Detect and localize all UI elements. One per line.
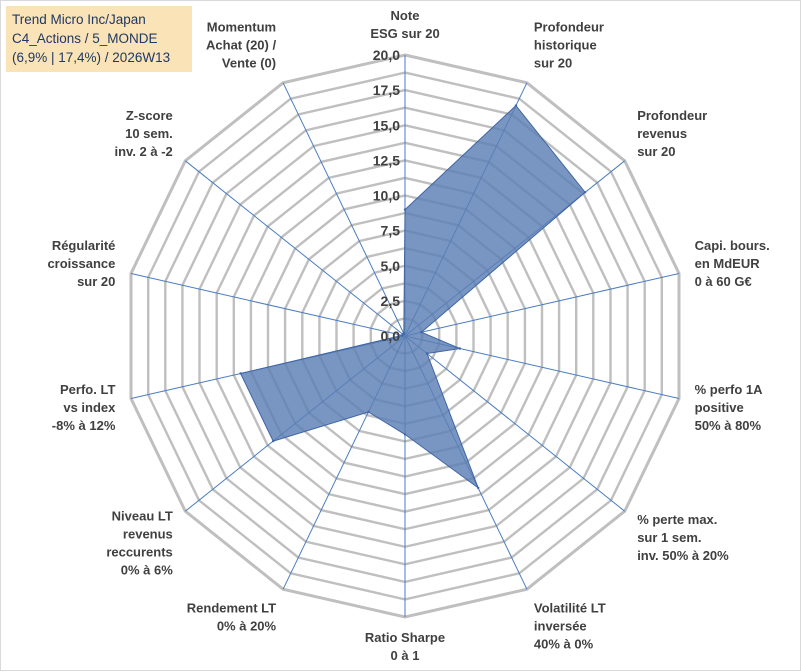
tick-label: 5,0 — [381, 258, 401, 274]
series-layer — [239, 104, 587, 490]
category-label: Volatilité LT inversée 40% à 0% — [534, 601, 606, 652]
title-line-1: Trend Micro Inc/Japan — [12, 12, 146, 27]
category-label-line: Capi. bours. — [695, 238, 770, 253]
category-label-line: Momentum — [207, 19, 276, 34]
data-point — [514, 104, 518, 107]
tick-label: 10,0 — [373, 188, 400, 204]
axis-spoke — [404, 335, 626, 512]
category-label-line: inversée — [534, 619, 587, 634]
category-label-line: 0 à 60 G€ — [695, 274, 752, 289]
data-point — [239, 372, 242, 375]
data-point — [477, 486, 480, 490]
title-line-2: C4_Actions / 5_MONDE — [12, 31, 158, 46]
category-label-line: croissance — [47, 256, 115, 271]
category-label-line: revenus — [123, 527, 173, 542]
category-label-line: Achat (20) / — [206, 37, 276, 52]
category-label: Ratio Sharpe 0 à 1 — [365, 630, 445, 663]
category-label-line: Volatilité LT — [534, 601, 606, 616]
category-label: Capi. bours. en MdEUR 0 à 60 G€ — [695, 238, 770, 289]
data-point — [425, 352, 429, 355]
category-label-line: 0% à 20% — [217, 619, 277, 634]
data-point — [583, 191, 587, 194]
category-label-line: 0 à 1 — [391, 648, 420, 663]
category-label: Profondeur revenus sur 20 — [637, 108, 707, 159]
category-label-line: Ratio Sharpe — [365, 630, 445, 645]
category-label: Profondeur historique sur 20 — [534, 19, 604, 70]
tick-label: 7,5 — [381, 223, 401, 239]
tick-label: 2,5 — [381, 293, 401, 309]
axis-spoke — [404, 273, 680, 337]
category-label-line: sur 20 — [637, 144, 675, 159]
category-label: Niveau LT revenus reccurents 0% à 6% — [106, 509, 173, 578]
category-label-line: Rendement LT — [187, 601, 276, 616]
category-label-line: Perfo. LT — [60, 382, 115, 397]
category-label-line: ESG sur 20 — [370, 26, 439, 41]
category-label: % perfo 1A positive 50% à 80% — [695, 382, 764, 433]
category-label-line: en MdEUR — [695, 256, 761, 271]
category-label-line: vs index — [63, 400, 116, 415]
category-label: Rendement LT 0% à 20% — [187, 601, 277, 634]
category-label-line: revenus — [637, 126, 687, 141]
category-label: Note ESG sur 20 — [370, 8, 439, 41]
category-label-line: Régularité — [52, 238, 116, 253]
category-label-line: Note — [391, 8, 420, 23]
axis-spoke — [184, 160, 406, 337]
category-label-line: sur 20 — [77, 274, 115, 289]
category-label-line: 10 sem. — [125, 126, 173, 141]
category-label: % perte max. sur 1 sem. inv. 50% à 20% — [637, 512, 729, 563]
category-label-line: 50% à 80% — [695, 418, 762, 433]
data-point — [367, 410, 370, 414]
tick-label: 20,0 — [373, 47, 400, 63]
label-layer: Note ESG sur 20 Profondeur historique sur 20… — [47, 8, 769, 663]
category-label-line: % perfo 1A — [695, 382, 764, 397]
category-label-line: % perte max. — [637, 512, 717, 527]
tick-label: 15,0 — [373, 117, 400, 133]
category-label-line: sur 1 sem. — [637, 530, 701, 545]
category-label: Régularité croissance sur 20 — [47, 238, 115, 289]
category-label-line: Z-score — [126, 108, 173, 123]
category-label: Momentum Achat (20) / Vente (0) — [206, 19, 276, 70]
tick-label: 0,0 — [381, 328, 401, 344]
category-label-line: Niveau LT — [112, 509, 173, 524]
category-label-line: 0% à 6% — [121, 563, 173, 578]
data-point — [402, 332, 405, 335]
category-label-line: 40% à 0% — [534, 637, 594, 652]
tick-layer: 0,0 2,5 5,0 7,5 10,0 12,5 15,0 17,5 20,0 — [373, 47, 400, 344]
data-point — [420, 331, 423, 334]
tick-label: 17,5 — [373, 82, 400, 98]
category-label-line: -8% à 12% — [52, 418, 116, 433]
category-label-line: Profondeur — [637, 108, 707, 123]
category-label-line: inv. 2 à -2 — [115, 144, 173, 159]
category-label-line: historique — [534, 37, 597, 52]
category-label-line: sur 20 — [534, 55, 572, 70]
category-label-line: inv. 50% à 20% — [637, 548, 729, 563]
category-label-line: Vente (0) — [222, 55, 276, 70]
category-label: Perfo. LT vs index -8% à 12% — [52, 382, 116, 433]
axis-spoke — [282, 82, 406, 337]
tick-label: 12,5 — [373, 152, 400, 168]
category-label: Z-score 10 sem. inv. 2 à -2 — [115, 108, 173, 159]
data-point — [403, 208, 407, 211]
data-point — [272, 439, 275, 443]
category-label-line: reccurents — [106, 545, 172, 560]
data-point — [458, 347, 461, 350]
category-label-line: positive — [695, 400, 744, 415]
category-label-line: Profondeur — [534, 19, 604, 34]
axis-spoke — [130, 273, 406, 337]
title-line-3: (6,9% | 17,4%) / 2026W13 — [12, 50, 171, 65]
chart-title-box: Trend Micro Inc/Japan C4_Actions / 5_MON… — [6, 6, 192, 72]
data-point — [403, 433, 407, 436]
